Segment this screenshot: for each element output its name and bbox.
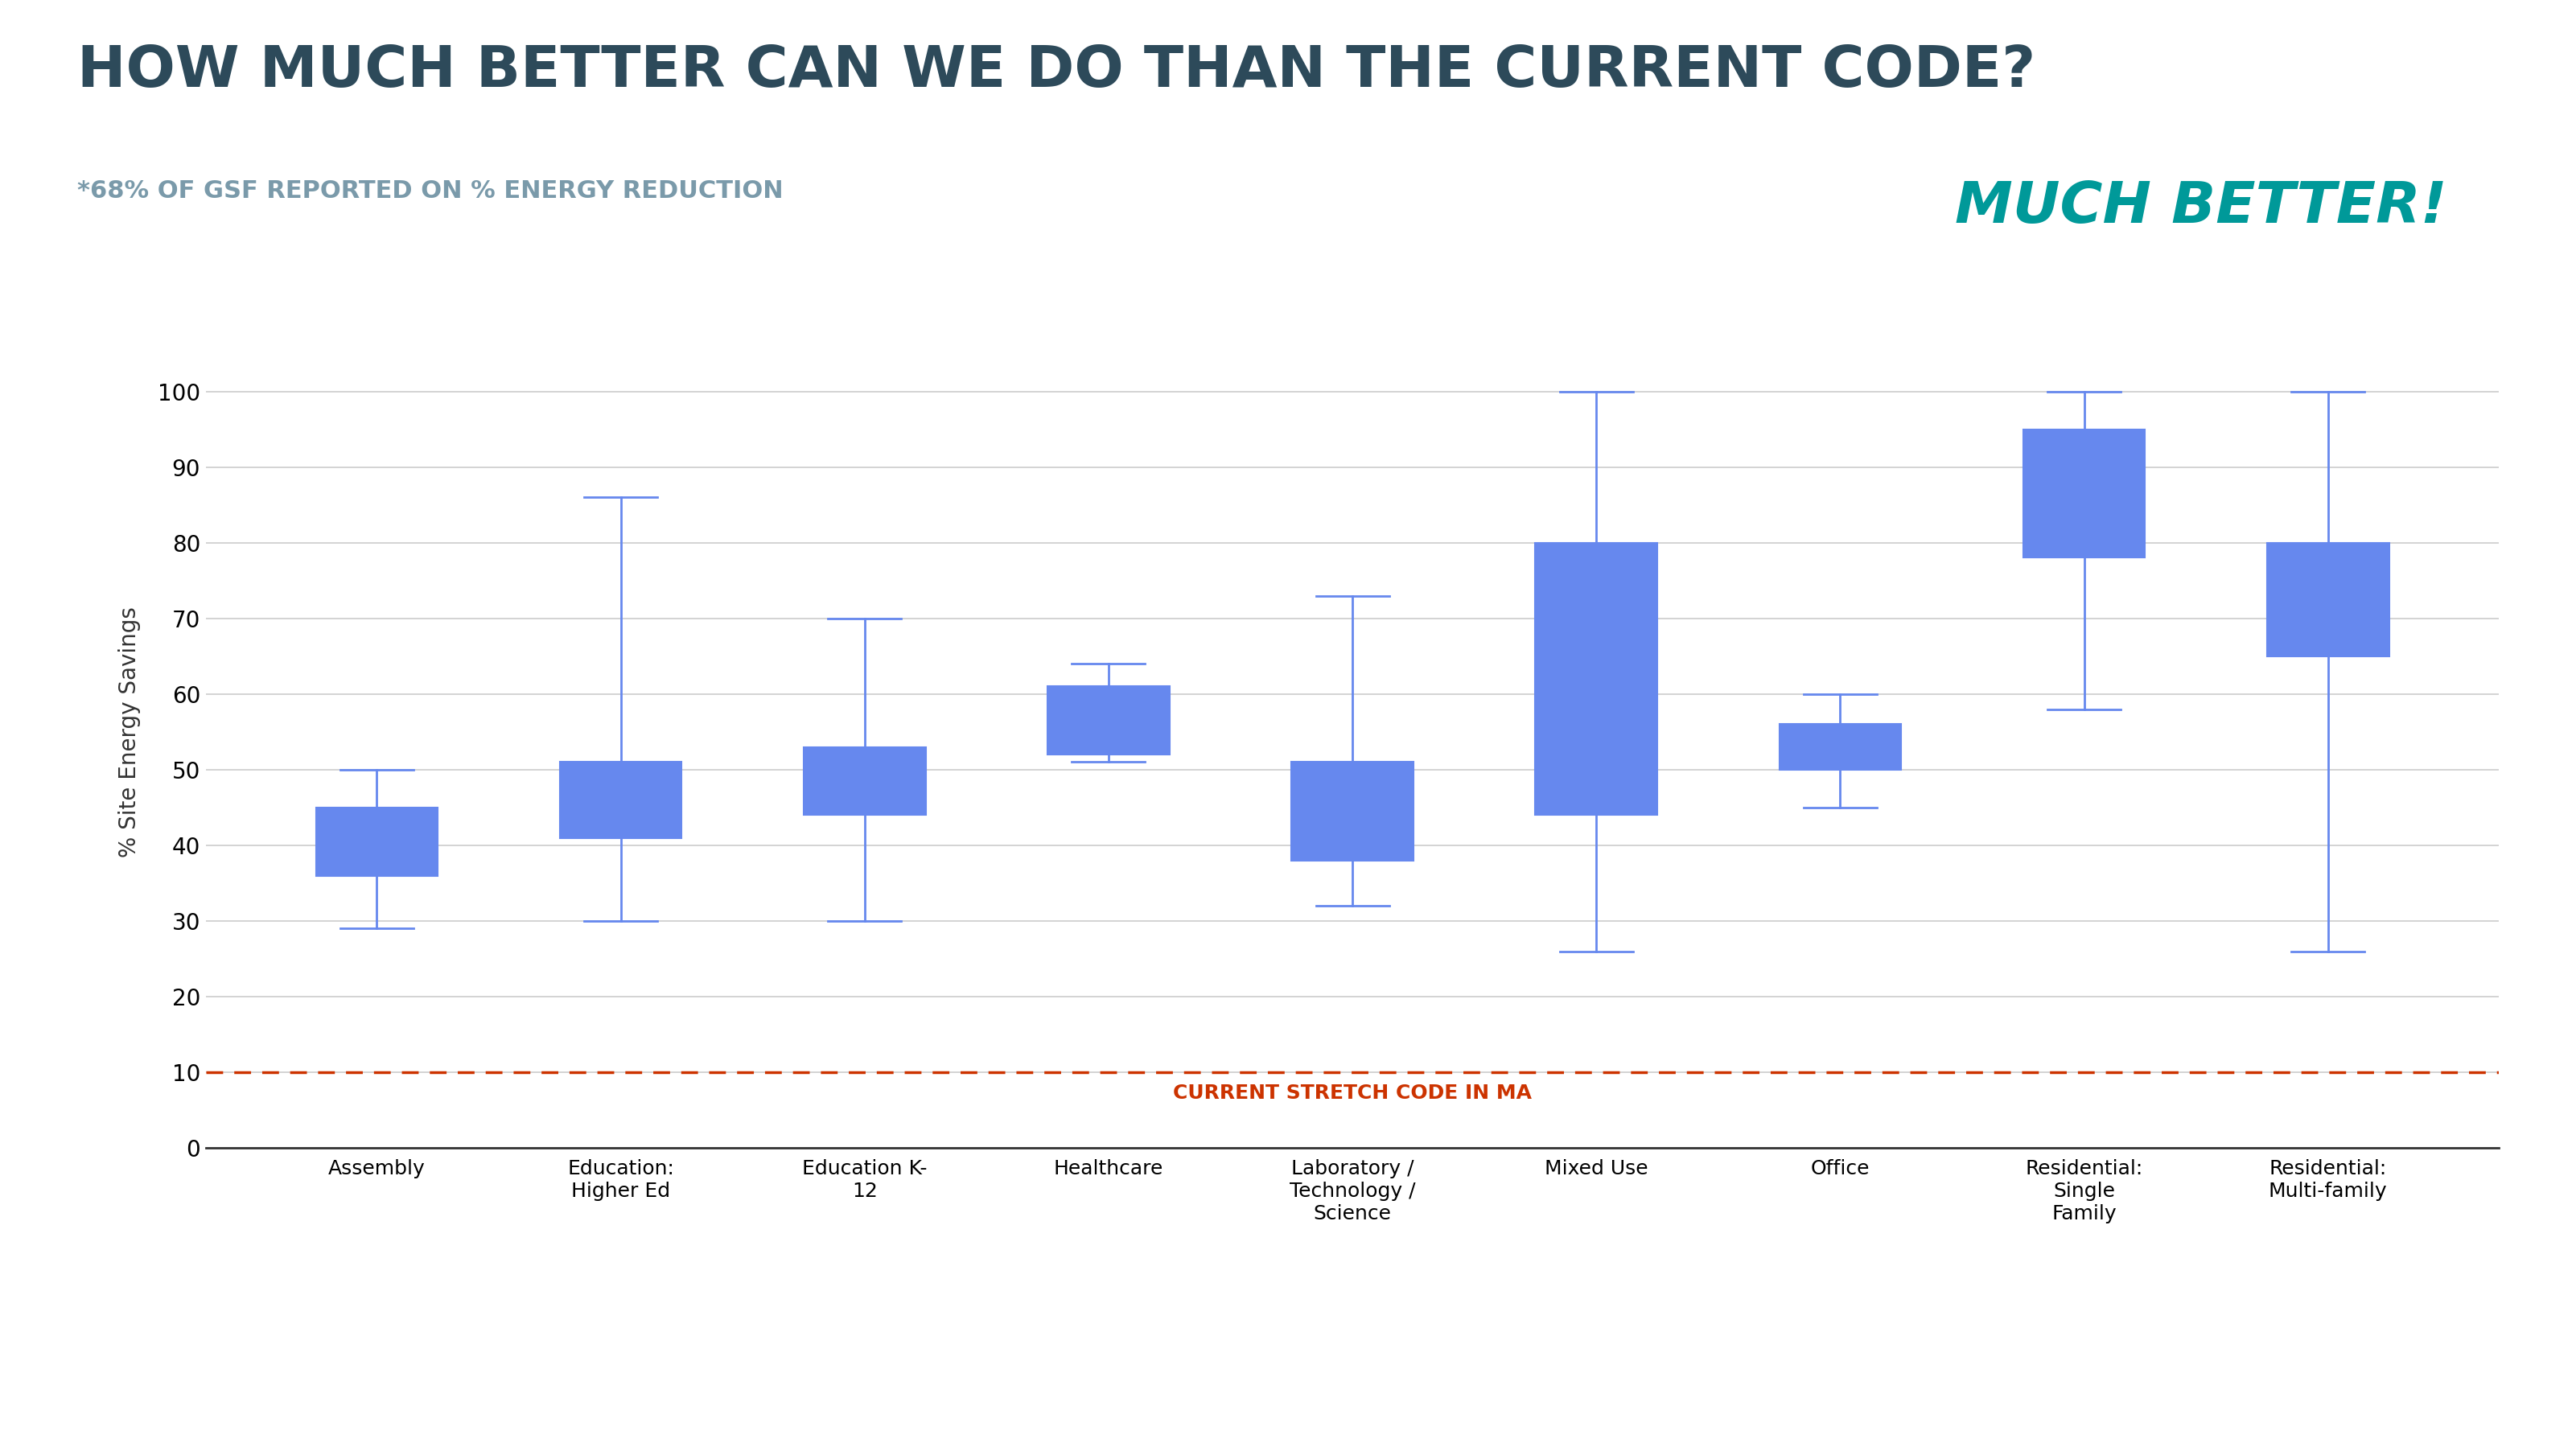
Y-axis label: % Site Energy Savings: % Site Energy Savings	[118, 607, 142, 857]
Text: CURRENT STRETCH CODE IN MA: CURRENT STRETCH CODE IN MA	[1172, 1083, 1533, 1104]
FancyBboxPatch shape	[804, 748, 925, 815]
FancyBboxPatch shape	[1048, 686, 1170, 755]
Text: MUCH BETTER!: MUCH BETTER!	[1955, 179, 2447, 235]
FancyBboxPatch shape	[559, 762, 683, 838]
FancyBboxPatch shape	[1535, 542, 1656, 815]
FancyBboxPatch shape	[2022, 429, 2146, 558]
FancyBboxPatch shape	[1291, 762, 1414, 861]
FancyBboxPatch shape	[317, 808, 438, 875]
Text: *68% OF GSF REPORTED ON % ENERGY REDUCTION: *68% OF GSF REPORTED ON % ENERGY REDUCTI…	[77, 179, 783, 202]
FancyBboxPatch shape	[1780, 725, 1901, 769]
Text: HOW MUCH BETTER CAN WE DO THAN THE CURRENT CODE?: HOW MUCH BETTER CAN WE DO THAN THE CURRE…	[77, 43, 2035, 99]
FancyBboxPatch shape	[2267, 542, 2388, 656]
